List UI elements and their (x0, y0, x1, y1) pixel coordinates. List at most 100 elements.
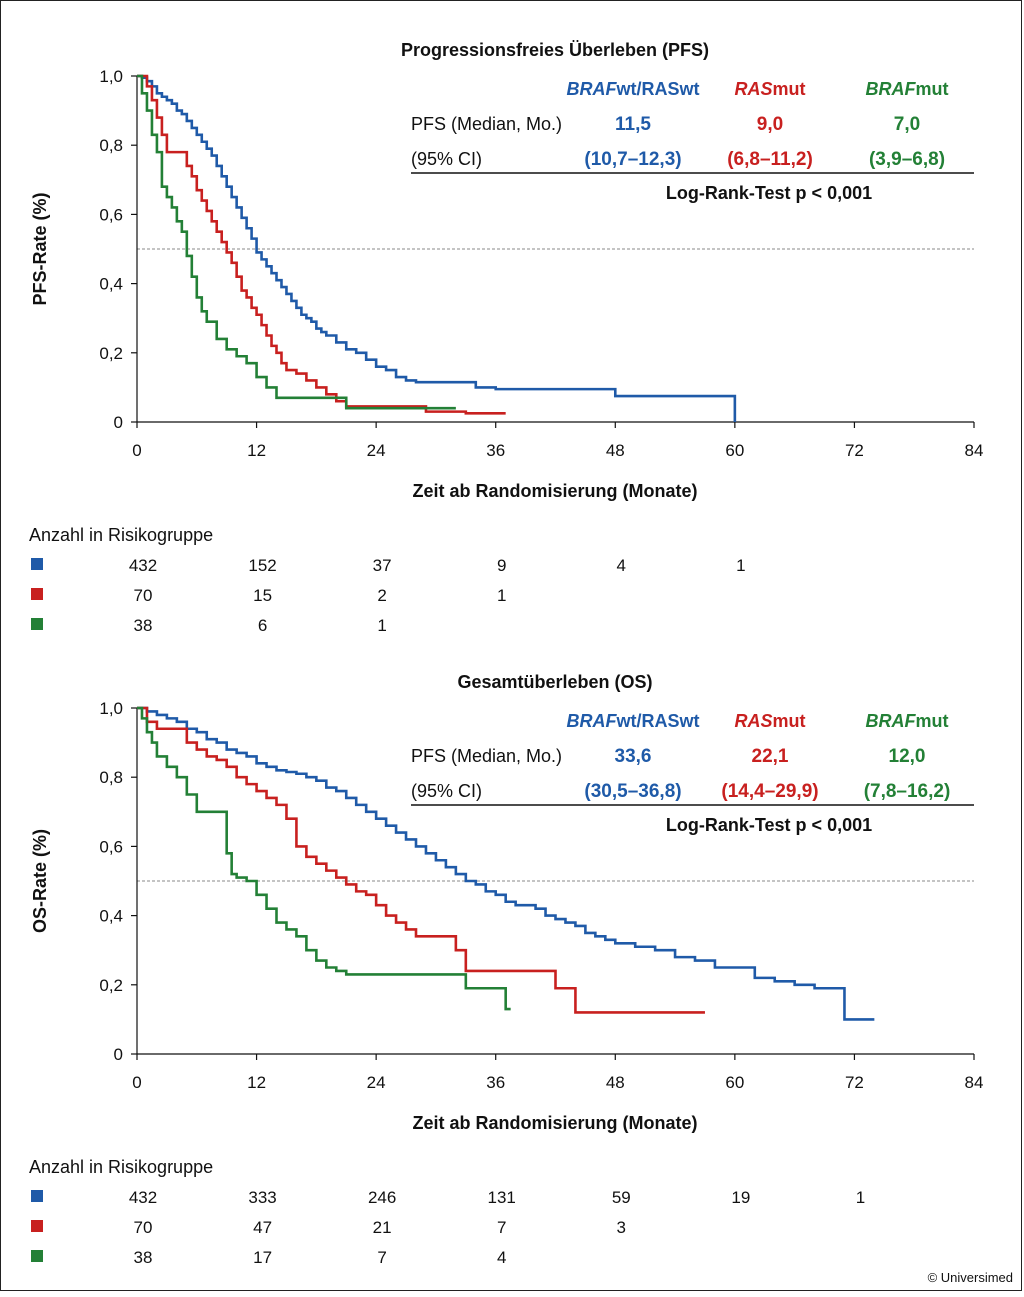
stats-column-header-italic: BRAF (567, 79, 618, 99)
x-axis-label: Zeit ab Randomisierung (Monate) (412, 1113, 697, 1133)
risk-count: 38 (134, 616, 153, 635)
risk-count: 131 (488, 1188, 516, 1207)
stats-column-header: BRAFmut (866, 79, 949, 99)
stats-median-value: 33,6 (615, 746, 652, 767)
risk-count: 9 (497, 556, 506, 575)
risk-count: 17 (253, 1248, 272, 1267)
y-tick-label: 1,0 (99, 67, 123, 86)
stats-column-header: BRAFwt/RASwt (567, 79, 700, 99)
risk-count: 7 (497, 1218, 506, 1237)
risk-count: 70 (134, 586, 153, 605)
risk-count: 1 (497, 586, 506, 605)
risk-table-title: Anzahl in Risikogruppe (29, 1157, 213, 1177)
risk-legend-square-red (31, 1220, 43, 1232)
x-tick-label: 60 (725, 1073, 744, 1092)
stats-ci-value: (10,7–12,3) (584, 149, 681, 170)
stats-column-header-plain: wt/RASwt (616, 79, 700, 99)
series-line-green (137, 706, 511, 1011)
y-tick-label: 0,4 (99, 907, 123, 926)
y-tick-label: 0,8 (99, 768, 123, 787)
risk-count: 47 (253, 1218, 272, 1237)
risk-legend-square-green (31, 618, 43, 630)
risk-count: 38 (134, 1248, 153, 1267)
y-tick-label: 0,2 (99, 976, 123, 995)
risk-count: 59 (612, 1188, 631, 1207)
stats-median-value: 12,0 (889, 746, 926, 767)
stats-column-header-plain: mut (916, 711, 949, 731)
risk-legend-square-blue (31, 1190, 43, 1202)
stats-median-value: 7,0 (894, 114, 920, 135)
y-tick-label: 0,2 (99, 344, 123, 363)
x-tick-label: 24 (367, 1073, 386, 1092)
stats-column-header: RASmut (734, 79, 805, 99)
risk-table-title: Anzahl in Risikogruppe (29, 525, 213, 545)
stats-column-header-italic: BRAF (866, 711, 917, 731)
risk-count: 6 (258, 616, 267, 635)
y-tick-label: 0,4 (99, 275, 123, 294)
series-line-blue (137, 74, 737, 422)
risk-legend-square-red (31, 588, 43, 600)
stats-column-header-italic: BRAF (567, 711, 618, 731)
risk-count: 432 (129, 1188, 157, 1207)
x-tick-label: 72 (845, 441, 864, 460)
x-tick-label: 36 (486, 441, 505, 460)
os-panel: Gesamtüberleben (OS)00,20,40,60,81,00 12 2… (29, 672, 983, 1267)
x-tick-label: 12 (247, 1073, 266, 1092)
x-tick-label: 84 (965, 1073, 984, 1092)
risk-count: 21 (373, 1218, 392, 1237)
chart-title: Gesamtüberleben (OS) (457, 672, 652, 692)
risk-count: 15 (253, 586, 272, 605)
y-tick-label: 0,6 (99, 837, 123, 856)
stats-ci-value: (14,4–29,9) (721, 781, 818, 802)
chart-title: Progressionsfreies Überleben (PFS) (401, 40, 709, 60)
stats-column-header-plain: mut (916, 79, 949, 99)
stats-test: Log-Rank-Test p < 0,001 (666, 183, 872, 203)
risk-count: 7 (377, 1248, 386, 1267)
stats-ci-value: (6,8–11,2) (727, 149, 813, 170)
pfs-panel: Progressionsfreies Überleben (PFS) 0 0,2 0,… (29, 40, 983, 635)
x-tick-label: 48 (606, 1073, 625, 1092)
x-tick-label: 48 (606, 441, 625, 460)
stats-column-header-italic: RAS (734, 79, 772, 99)
series-line-blue (137, 706, 875, 1021)
stats-ci-value: (30,5–36,8) (584, 781, 681, 802)
stats-column-header: RASmut (734, 711, 805, 731)
x-tick-label: 72 (845, 1073, 864, 1092)
stats-column-header: BRAFwt/RASwt (567, 711, 700, 731)
y-tick-label: 1,0 (99, 699, 123, 718)
stats-column-header-plain: mut (773, 79, 806, 99)
stats-median-value: 22,1 (752, 746, 789, 767)
risk-count: 19 (731, 1188, 750, 1207)
y-axis-label: PFS-Rate (%) (30, 192, 50, 305)
x-tick-label: 60 (725, 441, 744, 460)
stats-row1-label: PFS (Median, Mo.) (411, 746, 562, 766)
stats-ci-value: (7,8–16,2) (864, 781, 951, 802)
stats-ci-value: (3,9–6,8) (869, 149, 945, 170)
risk-legend-square-blue (31, 558, 43, 570)
risk-count: 1 (736, 556, 745, 575)
stats-row2-label: (95% CI) (411, 149, 482, 169)
series-line-red (137, 74, 506, 415)
x-tick-label: 0 (132, 1073, 141, 1092)
stats-column-header: BRAFmut (866, 711, 949, 731)
y-tick-label: 0,8 (99, 136, 123, 155)
risk-count: 2 (377, 586, 386, 605)
stats-median-value: 11,5 (615, 114, 651, 135)
risk-count: 1 (377, 616, 386, 635)
risk-count: 3 (617, 1218, 626, 1237)
risk-count: 432 (129, 556, 157, 575)
risk-count: 1 (856, 1188, 865, 1207)
risk-count: 4 (497, 1248, 506, 1267)
series-line-red (137, 706, 705, 1014)
risk-count: 152 (248, 556, 276, 575)
copyright: © Universimed (928, 1270, 1013, 1285)
x-tick-label: 84 (965, 441, 984, 460)
stats-row2-label: (95% CI) (411, 781, 482, 801)
risk-count: 333 (248, 1188, 276, 1207)
y-tick-label: 0,6 (99, 205, 123, 224)
stats-row1-label: PFS (Median, Mo.) (411, 114, 562, 134)
x-tick-label: 12 (247, 441, 266, 460)
x-tick-label: 24 (367, 441, 386, 460)
